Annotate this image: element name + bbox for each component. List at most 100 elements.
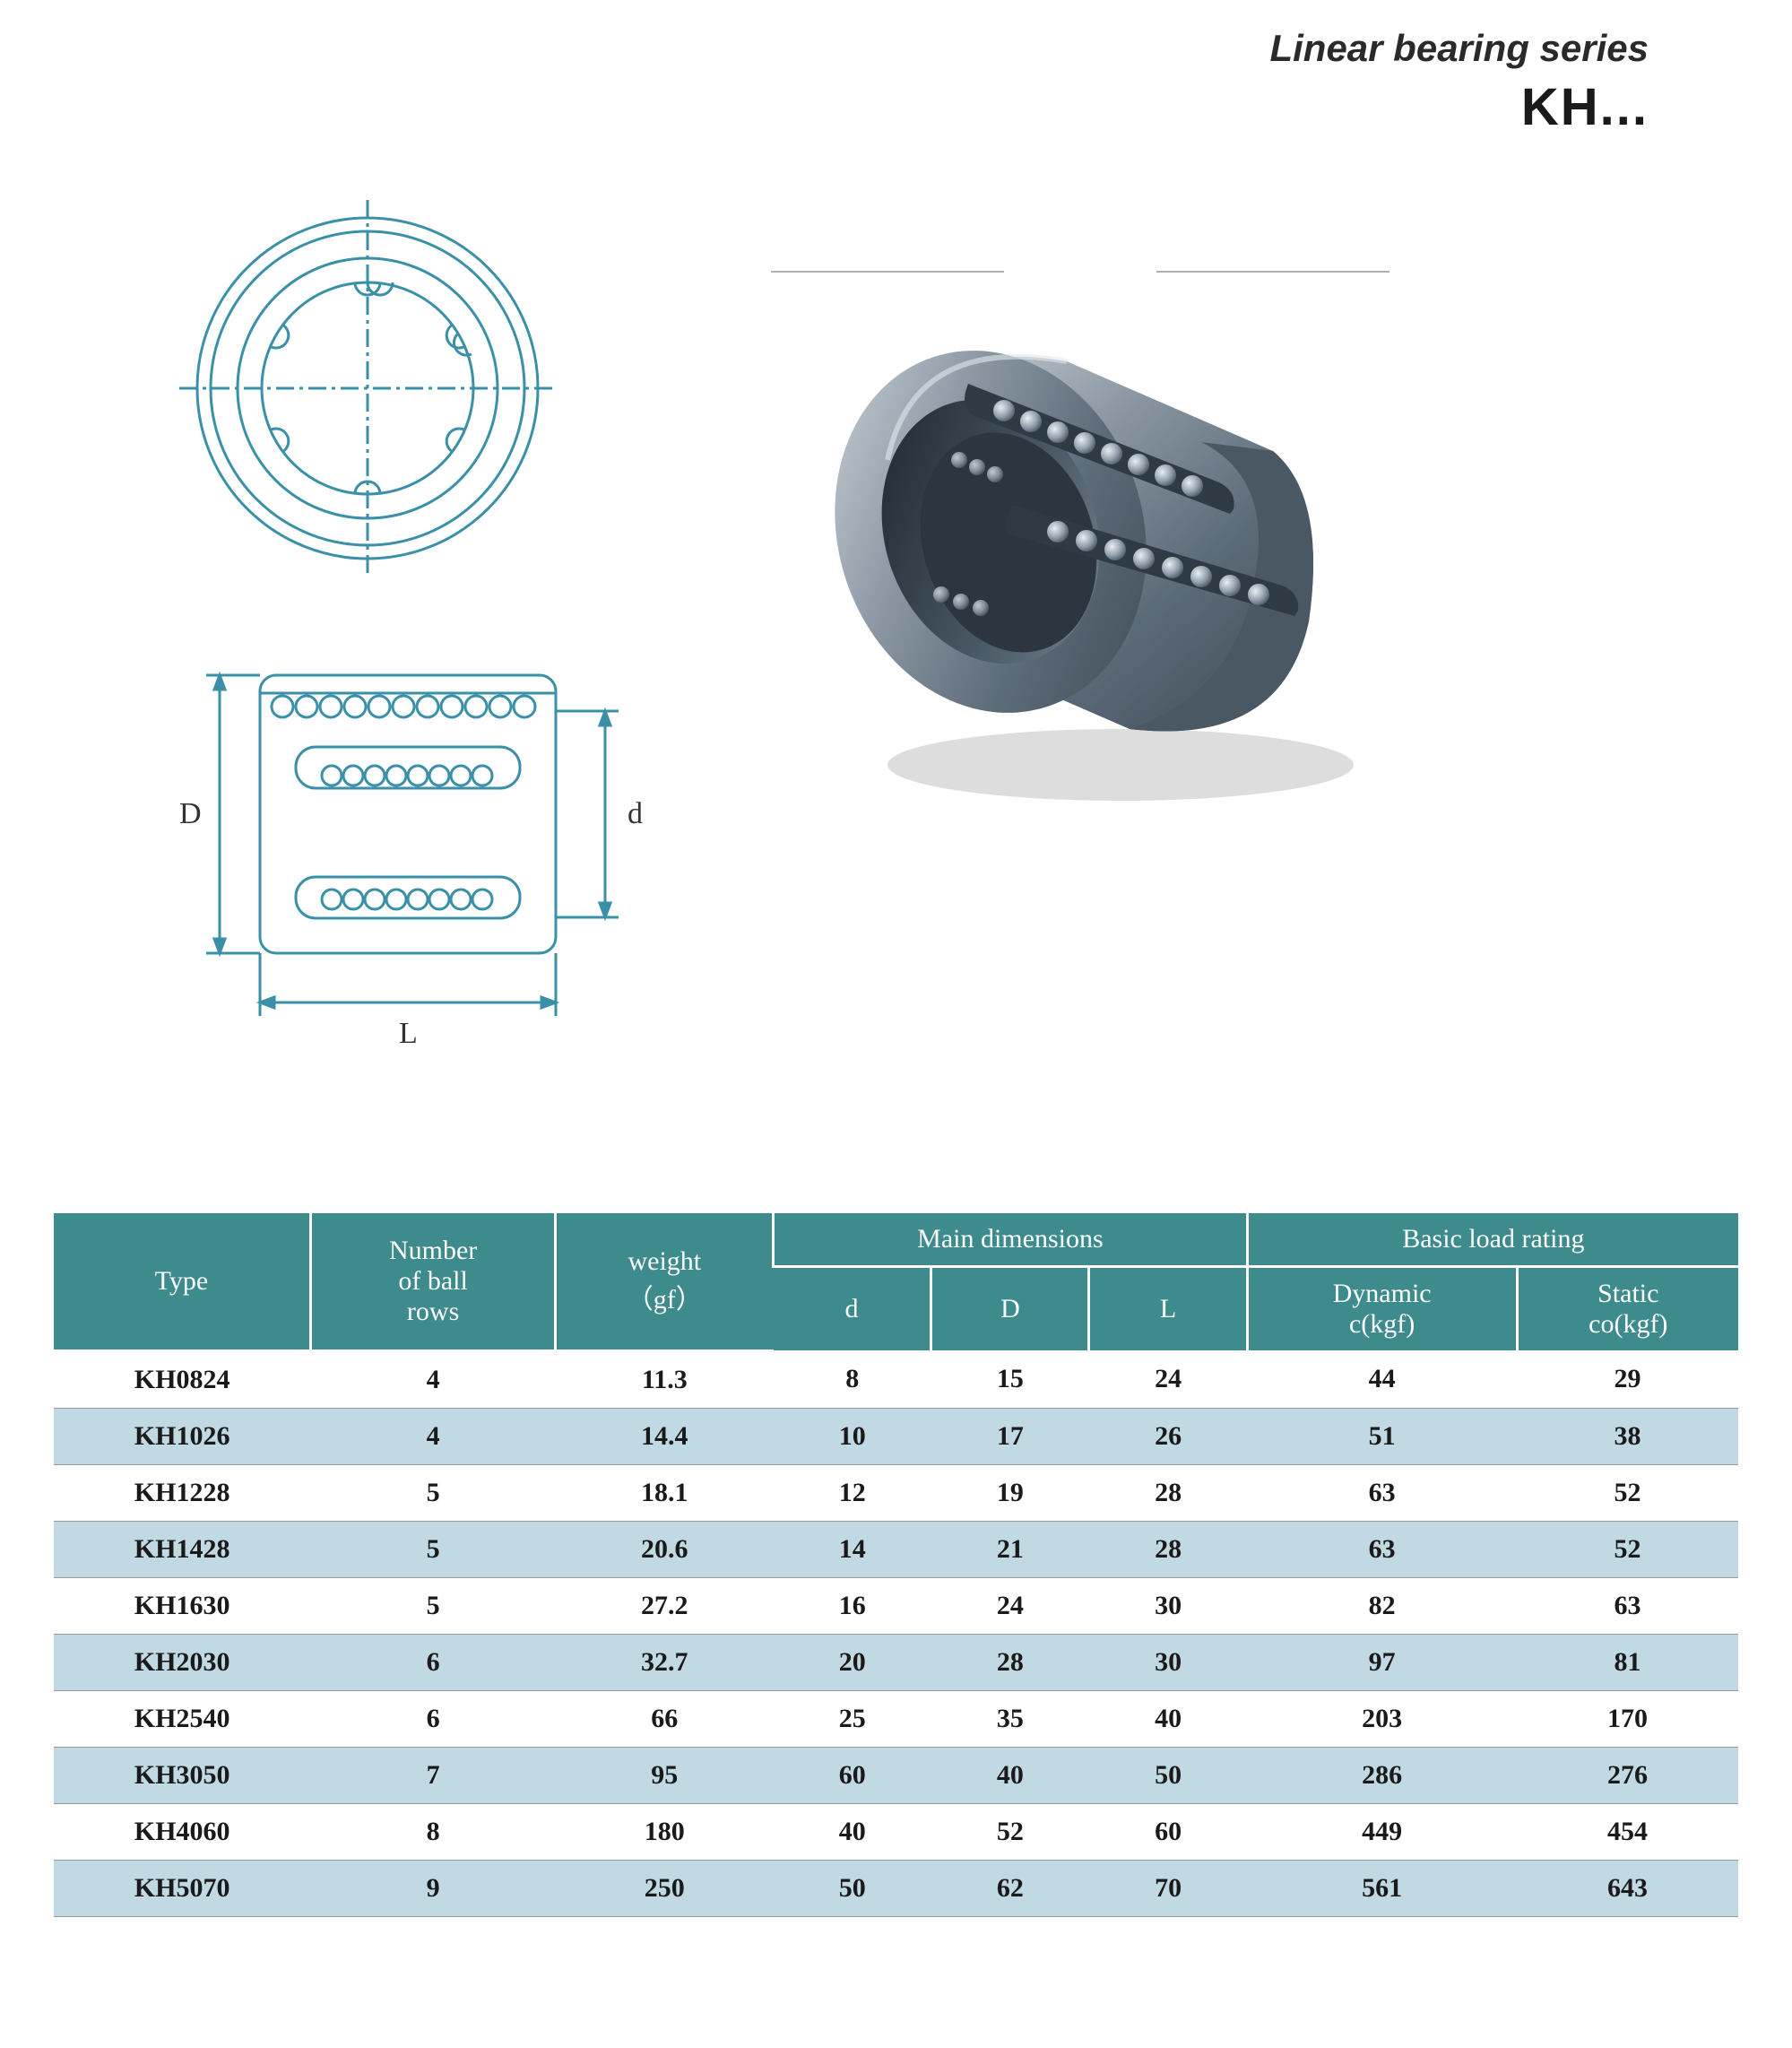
data-cell: 10 — [774, 1408, 931, 1464]
data-cell: 9 — [310, 1860, 556, 1916]
type-cell: KH2540 — [54, 1690, 310, 1747]
data-cell: 15 — [931, 1350, 1089, 1408]
table-row: KH1630527.21624308263 — [54, 1577, 1738, 1634]
data-cell: 28 — [931, 1634, 1089, 1690]
technical-drawings: D d L — [161, 191, 628, 1052]
data-cell: 24 — [931, 1577, 1089, 1634]
data-cell: 18.1 — [556, 1464, 774, 1521]
dim-label-L: L — [399, 1017, 418, 1050]
data-cell: 5 — [310, 1521, 556, 1577]
data-cell: 28 — [1089, 1464, 1247, 1521]
data-cell: 29 — [1517, 1350, 1738, 1408]
data-cell: 82 — [1247, 1577, 1517, 1634]
data-cell: 30 — [1089, 1634, 1247, 1690]
data-cell: 63 — [1247, 1464, 1517, 1521]
data-cell: 4 — [310, 1350, 556, 1408]
data-cell: 6 — [310, 1690, 556, 1747]
data-cell: 60 — [1089, 1803, 1247, 1860]
table-header-cell: weight（gf） — [556, 1213, 774, 1350]
specifications-table: TypeNumberof ballrowsweight（gf）Main dime… — [54, 1213, 1738, 1917]
data-cell: 11.3 — [556, 1350, 774, 1408]
data-cell: 5 — [310, 1464, 556, 1521]
data-cell: 5 — [310, 1577, 556, 1634]
data-cell: 38 — [1517, 1408, 1738, 1464]
type-cell: KH2030 — [54, 1634, 310, 1690]
type-cell: KH1026 — [54, 1408, 310, 1464]
table-subheader-cell: D — [931, 1267, 1089, 1351]
data-cell: 60 — [774, 1747, 931, 1803]
data-cell: 12 — [774, 1464, 931, 1521]
table-subheader-cell: L — [1089, 1267, 1247, 1351]
data-cell: 81 — [1517, 1634, 1738, 1690]
model-code: KH... — [54, 77, 1649, 137]
data-cell: 62 — [931, 1860, 1089, 1916]
data-cell: 170 — [1517, 1690, 1738, 1747]
table-header-cell: Numberof ballrows — [310, 1213, 556, 1350]
data-cell: 26 — [1089, 1408, 1247, 1464]
data-cell: 8 — [310, 1803, 556, 1860]
top-view-diagram — [161, 191, 628, 586]
table-body: KH0824411.3815244429KH1026414.4101726513… — [54, 1350, 1738, 1916]
data-cell: 14 — [774, 1521, 931, 1577]
table-row: KH50709250506270561643 — [54, 1860, 1738, 1916]
data-cell: 24 — [1089, 1350, 1247, 1408]
data-cell: 70 — [1089, 1860, 1247, 1916]
figures-row: D d L — [54, 191, 1738, 1052]
data-cell: 14.4 — [556, 1408, 774, 1464]
table-header: TypeNumberof ballrowsweight（gf）Main dime… — [54, 1213, 1738, 1350]
table-row: KH1228518.11219286352 — [54, 1464, 1738, 1521]
data-cell: 17 — [931, 1408, 1089, 1464]
data-cell: 25 — [774, 1690, 931, 1747]
data-cell: 20.6 — [556, 1521, 774, 1577]
data-cell: 21 — [931, 1521, 1089, 1577]
data-cell: 7 — [310, 1747, 556, 1803]
data-cell: 97 — [1247, 1634, 1517, 1690]
table-row: KH2540666253540203170 — [54, 1690, 1738, 1747]
side-view-diagram: D d L — [161, 639, 628, 1052]
data-cell: 28 — [1089, 1521, 1247, 1577]
page-header: Linear bearing series KH... — [54, 27, 1738, 137]
data-cell: 52 — [1517, 1464, 1738, 1521]
data-cell: 35 — [931, 1690, 1089, 1747]
data-cell: 63 — [1247, 1521, 1517, 1577]
data-cell: 52 — [1517, 1521, 1738, 1577]
data-cell: 95 — [556, 1747, 774, 1803]
table-header-cell: Main dimensions — [774, 1213, 1248, 1267]
data-cell: 50 — [1089, 1747, 1247, 1803]
data-cell: 8 — [774, 1350, 931, 1408]
type-cell: KH5070 — [54, 1860, 310, 1916]
type-cell: KH1630 — [54, 1577, 310, 1634]
data-cell: 32.7 — [556, 1634, 774, 1690]
table-row: KH40608180405260449454 — [54, 1803, 1738, 1860]
data-cell: 4 — [310, 1408, 556, 1464]
table-subheader-cell: Dynamicc(kgf) — [1247, 1267, 1517, 1351]
data-cell: 19 — [931, 1464, 1089, 1521]
data-cell: 40 — [1089, 1690, 1247, 1747]
table-header-cell: Basic load rating — [1247, 1213, 1738, 1267]
data-cell: 52 — [931, 1803, 1089, 1860]
data-cell: 40 — [931, 1747, 1089, 1803]
table-subheader-cell: Staticco(kgf) — [1517, 1267, 1738, 1351]
data-cell: 30 — [1089, 1577, 1247, 1634]
data-cell: 276 — [1517, 1747, 1738, 1803]
data-cell: 66 — [556, 1690, 774, 1747]
data-cell: 51 — [1247, 1408, 1517, 1464]
table-header-cell: Type — [54, 1213, 310, 1350]
type-cell: KH3050 — [54, 1747, 310, 1803]
data-cell: 250 — [556, 1860, 774, 1916]
data-cell: 449 — [1247, 1803, 1517, 1860]
table-row: KH0824411.3815244429 — [54, 1350, 1738, 1408]
product-render — [735, 191, 1416, 1052]
type-cell: KH0824 — [54, 1350, 310, 1408]
data-cell: 180 — [556, 1803, 774, 1860]
dim-label-D: D — [179, 797, 202, 830]
data-cell: 40 — [774, 1803, 931, 1860]
table-row: KH1026414.41017265138 — [54, 1408, 1738, 1464]
type-cell: KH1428 — [54, 1521, 310, 1577]
table-row: KH1428520.61421286352 — [54, 1521, 1738, 1577]
data-cell: 20 — [774, 1634, 931, 1690]
dim-label-d: d — [628, 797, 643, 830]
data-cell: 6 — [310, 1634, 556, 1690]
table-row: KH2030632.72028309781 — [54, 1634, 1738, 1690]
type-cell: KH4060 — [54, 1803, 310, 1860]
